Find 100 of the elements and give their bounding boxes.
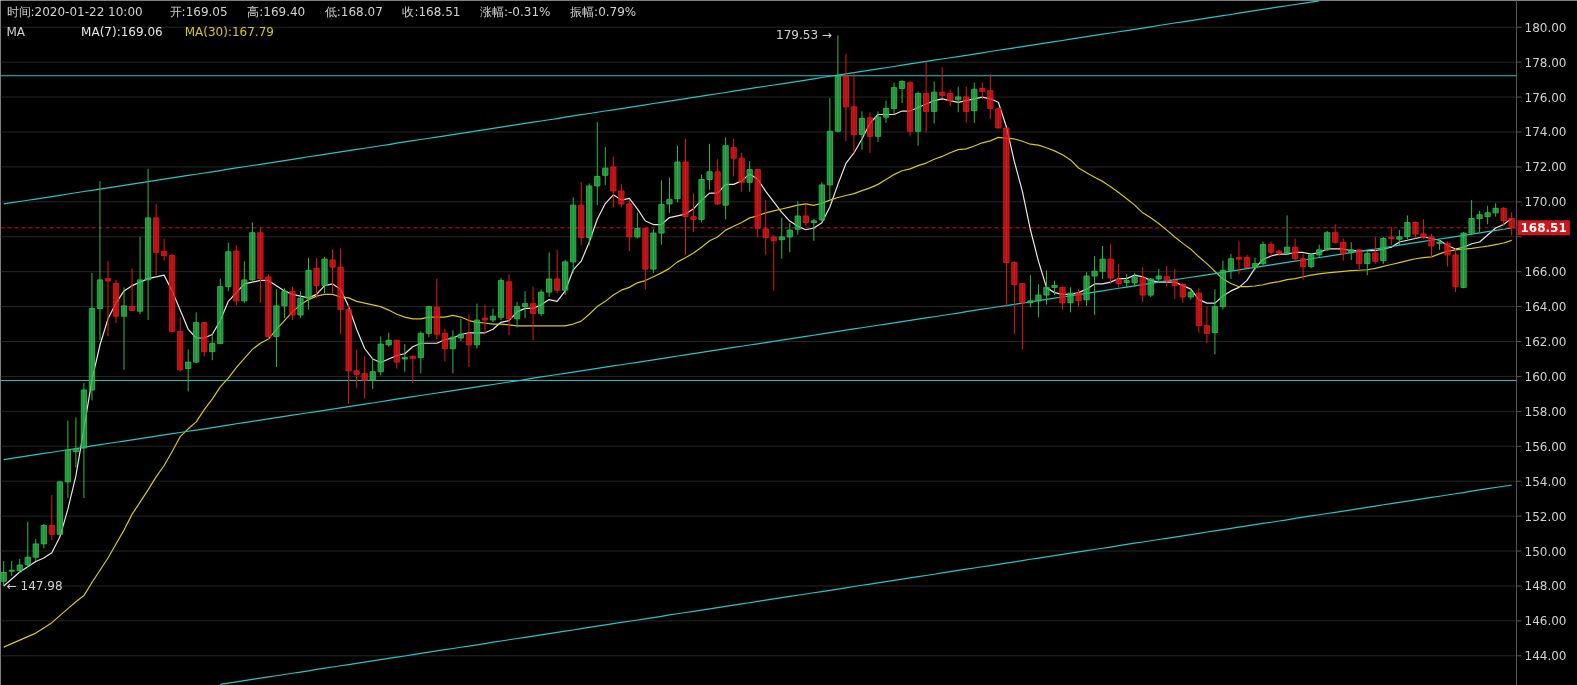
candlestick bbox=[529, 286, 537, 341]
candlestick bbox=[890, 82, 898, 116]
candlestick bbox=[0, 560, 7, 587]
candlestick bbox=[858, 110, 866, 151]
candlestick bbox=[1388, 226, 1395, 246]
candlestick bbox=[441, 328, 449, 362]
candlestick bbox=[874, 110, 882, 143]
text: MA(30):167.79 bbox=[184, 24, 274, 39]
candlestick bbox=[634, 212, 641, 239]
line-series bbox=[219, 484, 1513, 685]
candlestick bbox=[409, 354, 416, 384]
candlestick bbox=[289, 286, 296, 321]
candlestick bbox=[128, 267, 136, 311]
annotation: 179.53 → bbox=[776, 28, 832, 43]
candlestick bbox=[449, 329, 457, 374]
y-tick-label: 170.00 bbox=[1524, 195, 1567, 210]
candlestick bbox=[1203, 306, 1211, 344]
candlestick bbox=[898, 79, 906, 104]
candlestick bbox=[185, 348, 192, 392]
candlestick bbox=[120, 286, 128, 371]
candlestick bbox=[1299, 252, 1307, 281]
candlestick bbox=[1324, 230, 1331, 252]
candlestick bbox=[537, 288, 545, 317]
annotation: 开:169.05 bbox=[169, 4, 228, 19]
candlestick bbox=[481, 304, 489, 334]
candlestick bbox=[1364, 250, 1371, 276]
candlestick bbox=[1067, 286, 1074, 313]
candlestick bbox=[1340, 238, 1347, 262]
candlestick bbox=[1163, 265, 1170, 288]
candlestick bbox=[48, 494, 55, 541]
annotation: 高:169.40 bbox=[247, 4, 306, 19]
candlestick bbox=[923, 61, 930, 134]
candlestick bbox=[241, 260, 248, 304]
candlestick bbox=[1139, 266, 1146, 303]
annotation: 收:168.51 bbox=[402, 4, 461, 19]
candlestick bbox=[489, 308, 497, 323]
candlestick bbox=[1404, 214, 1411, 240]
candlestick bbox=[521, 290, 529, 319]
candlestick bbox=[1380, 236, 1387, 265]
candlestick bbox=[457, 318, 465, 342]
candlestick bbox=[401, 343, 408, 373]
candlestick bbox=[313, 257, 320, 299]
y-tick-label: 148.00 bbox=[1524, 579, 1567, 594]
candlestick bbox=[513, 301, 521, 329]
candlestick bbox=[1027, 274, 1034, 308]
candlestick bbox=[1332, 223, 1339, 245]
y-tick-label: 166.00 bbox=[1524, 265, 1567, 280]
y-tick-label: 146.00 bbox=[1524, 614, 1567, 629]
candlestick bbox=[393, 339, 400, 370]
candlestick bbox=[1171, 268, 1178, 300]
candlestick bbox=[610, 156, 617, 209]
y-tick-label: 164.00 bbox=[1524, 300, 1567, 315]
candlestick bbox=[802, 203, 809, 227]
candlestick bbox=[1251, 257, 1259, 271]
candlestick bbox=[160, 238, 168, 262]
candlestick bbox=[72, 416, 80, 468]
candlestick bbox=[1115, 263, 1122, 288]
candlestick bbox=[931, 81, 938, 125]
y-tick-label: 160.00 bbox=[1524, 369, 1567, 384]
candlestick bbox=[1227, 253, 1235, 280]
line-series bbox=[3, 136, 1513, 648]
candlestick bbox=[1235, 240, 1243, 275]
annotation: 时间:2020-01-22 10:00 bbox=[6, 4, 143, 19]
legend-title: MA bbox=[6, 24, 26, 39]
y-tick-label: 162.00 bbox=[1524, 335, 1567, 350]
candlestick bbox=[963, 86, 970, 124]
candlestick bbox=[329, 248, 336, 294]
candlestick bbox=[939, 66, 946, 99]
candlestick bbox=[465, 313, 473, 368]
candlestick bbox=[882, 100, 890, 124]
candlestick bbox=[971, 82, 978, 124]
candlestick bbox=[666, 177, 673, 214]
y-tick-label: 180.00 bbox=[1524, 20, 1567, 35]
y-tick-label: 174.00 bbox=[1524, 125, 1567, 140]
candlestick bbox=[1179, 282, 1186, 304]
text: MA(7):169.06 bbox=[81, 24, 163, 39]
candlestick bbox=[1083, 271, 1090, 307]
annotation: 振幅:0.79% bbox=[570, 4, 637, 19]
candlestick bbox=[32, 538, 39, 562]
candlestick bbox=[1291, 238, 1299, 262]
annotation: 低:168.07 bbox=[324, 4, 383, 19]
ref-line-label: 168.51 bbox=[1520, 221, 1567, 236]
candlestick bbox=[1035, 283, 1042, 318]
candlestick bbox=[794, 200, 801, 236]
y-tick-label: 150.00 bbox=[1524, 544, 1567, 559]
candlestick bbox=[209, 332, 216, 361]
candlestick bbox=[1372, 236, 1379, 265]
candlestick bbox=[810, 218, 817, 242]
annotation: 涨幅:-0.31% bbox=[480, 4, 551, 19]
candlestick bbox=[297, 290, 304, 319]
candlestick bbox=[1356, 248, 1363, 270]
candlestick bbox=[546, 251, 553, 298]
candlestick bbox=[1107, 243, 1114, 285]
candlestick bbox=[955, 86, 962, 113]
candlestick bbox=[281, 287, 288, 319]
candlestick bbox=[1259, 240, 1267, 266]
y-tick-label: 158.00 bbox=[1524, 404, 1567, 419]
candlestick bbox=[104, 260, 112, 337]
candlestick bbox=[866, 111, 874, 154]
y-tick-label: 156.00 bbox=[1524, 439, 1567, 454]
